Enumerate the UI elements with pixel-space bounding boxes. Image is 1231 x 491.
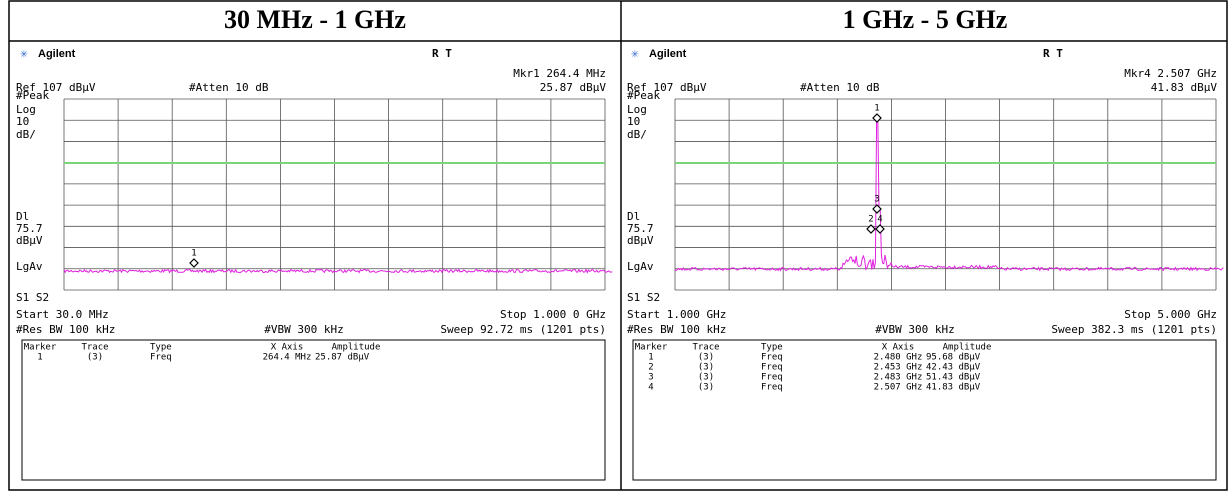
table-cell: Freq — [761, 353, 783, 363]
side-label: 75.7 — [627, 222, 654, 235]
table-cell: (3) — [698, 353, 714, 363]
column-header: Amplitude — [332, 343, 381, 353]
side-label: 10 — [16, 115, 29, 128]
mode: R T — [432, 47, 452, 60]
table-cell: 42.43 dBµV — [926, 363, 981, 373]
vbw: #VBW 300 kHz — [264, 323, 343, 336]
column-header: Marker — [24, 343, 57, 353]
side-label: Dl — [16, 210, 29, 223]
marker-label: 3 — [874, 195, 879, 205]
table-cell: 25.87 dBµV — [315, 353, 370, 363]
table-cell: (3) — [698, 363, 714, 373]
trace — [674, 117, 1224, 272]
side-label: S1 S2 — [627, 291, 660, 304]
res-bw: #Res BW 100 kHz — [16, 323, 115, 336]
header: 30 MHz - 1 GHz — [224, 5, 406, 34]
marker-label: 1 — [191, 249, 196, 259]
column-header: Type — [761, 343, 783, 353]
table-cell: 1 — [648, 353, 653, 363]
table-cell: 2.480 GHz — [874, 353, 923, 363]
vbw: #VBW 300 kHz — [875, 323, 954, 336]
marker-diamond — [866, 224, 876, 234]
logo-icon: ✳ — [20, 47, 28, 62]
column-header: X Axis — [882, 343, 915, 353]
table-cell: Freq — [761, 363, 783, 373]
column-header: Trace — [81, 343, 108, 353]
column-header: Type — [150, 343, 172, 353]
table-cell: (3) — [698, 373, 714, 383]
side-label: Log — [16, 103, 36, 116]
side-label: #Peak — [627, 89, 660, 102]
table-cell: 95.68 dBµV — [926, 353, 981, 363]
table-cell: 2 — [648, 363, 653, 373]
marker-label: 2 — [868, 215, 873, 225]
ref-level: Ref 107 dBµV — [627, 81, 707, 94]
table-cell: 2.453 GHz — [874, 363, 923, 373]
table-cell: 3 — [648, 373, 653, 383]
marker-label: 1 — [874, 104, 879, 114]
table-cell: (3) — [698, 383, 714, 393]
table-cell: 41.83 dBµV — [926, 383, 981, 393]
column-header: Amplitude — [943, 343, 992, 353]
marker-diamond — [872, 204, 882, 214]
marker-readout: Mkr1 264.4 MHz — [513, 67, 606, 80]
marker-amplitude: 25.87 dBµV — [540, 81, 607, 94]
table-cell: 264.4 MHz — [263, 353, 312, 363]
marker-amplitude: 41.83 dBµV — [1151, 81, 1218, 94]
side-label: Log — [627, 103, 647, 116]
header: 1 GHz - 5 GHz — [843, 5, 1008, 34]
mode: R T — [1043, 47, 1063, 60]
logo-icon: ✳ — [631, 47, 639, 62]
marker-diamond — [872, 113, 882, 123]
table-cell: 1 — [37, 353, 42, 363]
sweep: Sweep 92.72 ms (1201 pts) — [440, 323, 606, 336]
table-cell: Freq — [761, 383, 783, 393]
side-label: dBµV — [16, 234, 43, 247]
brand: Agilent — [38, 48, 76, 60]
brand: Agilent — [649, 48, 687, 60]
stop-freq: Stop 1.000 0 GHz — [500, 308, 606, 321]
table-cell: 51.43 dBµV — [926, 373, 981, 383]
side-label: Dl — [627, 210, 640, 223]
side-label: LgAv — [16, 260, 43, 273]
table-cell: Freq — [150, 353, 172, 363]
column-header: X Axis — [271, 343, 304, 353]
marker-table — [632, 339, 1217, 481]
side-label: 10 — [627, 115, 640, 128]
table-cell: Freq — [761, 373, 783, 383]
table-cell: 2.507 GHz — [874, 383, 923, 393]
side-label: #Peak — [16, 89, 49, 102]
side-label: dB/ — [627, 128, 647, 141]
start-freq: Start 1.000 GHz — [627, 308, 726, 321]
marker-label: 4 — [877, 215, 882, 225]
start-freq: Start 30.0 MHz — [16, 308, 109, 321]
table-cell: 4 — [648, 383, 653, 393]
table-cell: (3) — [87, 353, 103, 363]
marker-diamond — [875, 224, 885, 234]
side-label: dB/ — [16, 128, 36, 141]
attenuation: #Atten 10 dB — [800, 81, 880, 94]
marker-readout: Mkr4 2.507 GHz — [1124, 67, 1217, 80]
attenuation: #Atten 10 dB — [189, 81, 269, 94]
ref-level: Ref 107 dBµV — [16, 81, 96, 94]
trace — [63, 268, 613, 274]
side-label: LgAv — [627, 260, 654, 273]
side-label: dBµV — [627, 234, 654, 247]
stop-freq: Stop 5.000 GHz — [1124, 308, 1217, 321]
sweep: Sweep 382.3 ms (1201 pts) — [1051, 323, 1217, 336]
table-border — [8, 0, 1228, 491]
side-label: 75.7 — [16, 222, 43, 235]
res-bw: #Res BW 100 kHz — [627, 323, 726, 336]
side-label: S1 S2 — [16, 291, 49, 304]
column-header: Marker — [635, 343, 668, 353]
column-header: Trace — [692, 343, 719, 353]
marker-table — [21, 339, 606, 481]
table-cell: 2.483 GHz — [874, 373, 923, 383]
marker-diamond — [189, 258, 199, 268]
